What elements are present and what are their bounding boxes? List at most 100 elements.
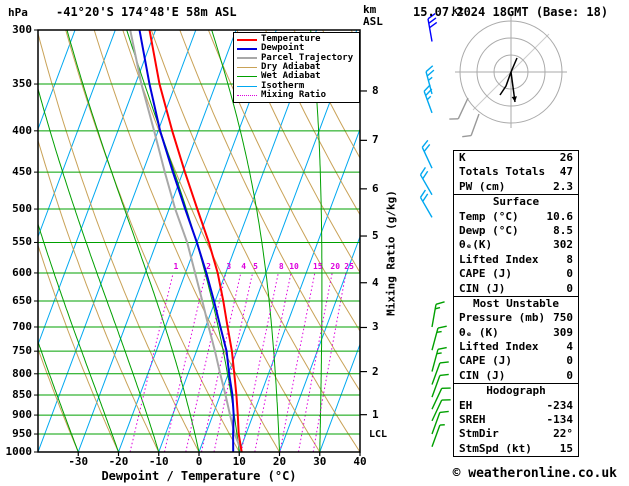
altitude-km-label: 4 xyxy=(372,275,379,289)
pressure-tick-label: 350 xyxy=(12,77,32,91)
altitude-unit-asl: ASL xyxy=(363,15,383,28)
stats-label: CIN (J) xyxy=(459,281,506,295)
stats-row: θₑ (K) 309 xyxy=(454,326,578,340)
stats-section: Surface Temp (°C) 10.6 Dewp (°C) 8.5 θₑ(K) 302… xyxy=(454,194,578,296)
wind-barb xyxy=(431,301,445,328)
isotherm-line xyxy=(77,30,237,452)
pressure-tick-label: 550 xyxy=(12,235,32,249)
temp-tick-label: 20 xyxy=(272,455,287,468)
stats-label: Lifted Index xyxy=(459,252,539,266)
wind-barb xyxy=(431,387,451,410)
mixing-ratio-value-label: 5 xyxy=(253,262,258,271)
stats-label: CIN (J) xyxy=(459,368,506,382)
hodograph-ring xyxy=(493,54,529,90)
temp-tick-label: 10 xyxy=(232,455,246,468)
stats-section: Most Unstable Pressure (mb) 750 θₑ (K) 309 Li… xyxy=(454,295,578,383)
wind-barb xyxy=(419,166,433,196)
altitude-axis-unit: km ASL xyxy=(363,4,383,28)
stats-row: PW (cm) 2.3 xyxy=(454,180,578,194)
legend-item: Temperature xyxy=(237,35,356,44)
stats-label: Pressure (mb) xyxy=(459,311,546,325)
stats-value: 0 xyxy=(566,354,573,368)
stats-value: 309 xyxy=(553,325,573,339)
stats-value: 0 xyxy=(566,267,573,281)
stats-row: StmDir 22° xyxy=(454,427,578,441)
altitude-km-label: 3 xyxy=(372,320,379,334)
pressure-tick-label: 450 xyxy=(12,165,32,179)
wind-barb xyxy=(431,373,449,398)
wind-barb xyxy=(431,325,447,351)
stats-row: Pressure (mb) 750 xyxy=(454,311,578,325)
pressure-unit-label: hPa xyxy=(8,6,28,19)
hodograph-ring xyxy=(459,20,563,124)
stats-row: θₑ(K) 302 xyxy=(454,238,578,252)
hodograph xyxy=(449,16,567,138)
legend-line-swatch xyxy=(237,76,257,78)
altitude-km-label: 7 xyxy=(372,133,379,147)
hodograph-mini-barb xyxy=(462,113,480,138)
mixing-ratio-value-label: 10 xyxy=(289,262,299,271)
temp-tick-label: 30 xyxy=(313,455,327,468)
altitude-km-label: 8 xyxy=(372,83,379,97)
stats-label: θₑ(K) xyxy=(459,238,493,252)
mixing-ratio-value-label: 4 xyxy=(241,262,247,271)
temp-tick-label: -10 xyxy=(148,455,169,468)
mixing-ratio-value-label: 2 xyxy=(206,262,211,271)
hodograph-trace xyxy=(499,57,518,96)
wind-barb xyxy=(427,12,438,42)
altitude-km-label: 2 xyxy=(372,364,379,378)
stats-label: EH xyxy=(459,398,473,412)
pressure-tick-label: 800 xyxy=(12,366,32,380)
temp-tick-label: -20 xyxy=(108,455,129,468)
mixing-ratio-value-label: 25 xyxy=(344,262,354,271)
mixing-ratio-line xyxy=(298,272,333,452)
stats-value: 2.3 xyxy=(553,179,573,193)
dry-adiabat-line xyxy=(265,30,360,216)
legend-line-swatch xyxy=(237,57,257,60)
stats-section: Hodograph EH -234 SREH -134 StmDir 22° StmSpd (… xyxy=(454,383,578,456)
pressure-tick-label: 1000 xyxy=(5,445,33,458)
legend-item-label: Mixing Ratio xyxy=(261,89,327,100)
temp-tick-label: -30 xyxy=(68,455,89,468)
stats-value: 15 xyxy=(559,441,573,455)
mixing-ratio-line xyxy=(279,272,316,452)
parcel-trajectory-curve xyxy=(129,30,243,452)
legend-item-label: Dewpoint xyxy=(261,43,305,54)
mixing-ratio-value-label: 20 xyxy=(330,262,341,271)
wet-adiabat-line xyxy=(38,340,79,452)
stats-label: PW (cm) xyxy=(459,179,506,193)
legend-line-swatch xyxy=(237,47,257,50)
hodograph-ring xyxy=(476,37,546,107)
stats-row: StmSpd (kt) 15 xyxy=(454,442,578,456)
stats-row: CIN (J) 0 xyxy=(454,282,578,296)
stats-section: K 26 Totals Totals 47 PW (cm) 2.3 xyxy=(454,151,578,194)
legend-item: Dewpoint xyxy=(237,44,356,53)
altitude-km-label: 5 xyxy=(372,229,379,243)
dry-adiabat-line xyxy=(293,30,360,159)
stats-section-header: Surface xyxy=(492,195,540,209)
stats-row: Dewp (°C) 8.5 xyxy=(454,224,578,238)
stats-value: -234 xyxy=(546,398,574,412)
stats-row: Totals Totals 47 xyxy=(454,165,578,179)
mixing-ratio-line xyxy=(254,272,292,452)
pressure-tick-label: 850 xyxy=(12,388,32,402)
dry-adiabat-line xyxy=(236,30,360,274)
legend-item-label: Isotherm xyxy=(261,80,305,91)
pressure-tick-label: 300 xyxy=(12,23,32,36)
stats-value: 8 xyxy=(566,252,573,266)
hodograph-mini-barb xyxy=(449,97,469,120)
stats-label: Dewp (°C) xyxy=(459,223,519,237)
legend-line-swatch xyxy=(237,94,257,96)
isotherm-line xyxy=(38,30,76,131)
mixing-ratio-line xyxy=(312,272,347,452)
stats-section-header: Most Unstable xyxy=(472,296,560,310)
wind-barb xyxy=(419,189,433,218)
stats-label: Totals Totals xyxy=(459,165,546,179)
legend: Temperature Dewpoint Parcel Trajectory Dry … xyxy=(233,32,360,104)
wind-barb xyxy=(431,361,449,385)
stats-row: Lifted Index 8 xyxy=(454,253,578,267)
pressure-tick-label: 700 xyxy=(12,319,32,333)
temp-tick-label: 0 xyxy=(195,455,203,468)
wind-barb xyxy=(431,410,449,435)
legend-item-label: Temperature xyxy=(261,34,321,45)
